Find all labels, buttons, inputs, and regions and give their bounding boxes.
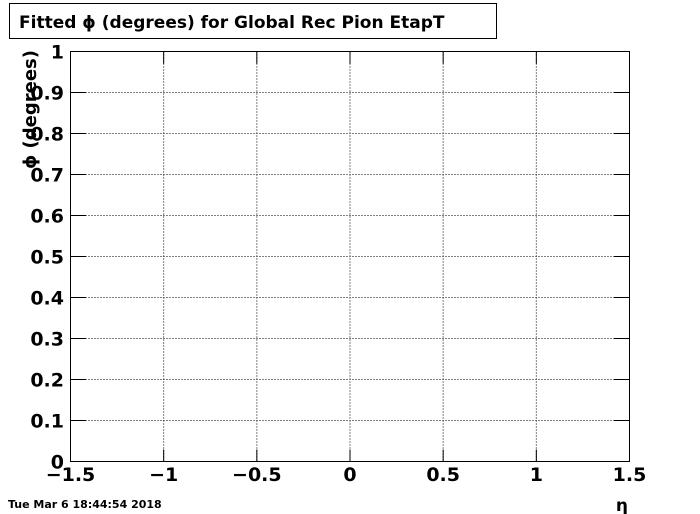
y-axis-label: ϕ (degrees) [20, 50, 41, 169]
x-tick-label: −1 [149, 464, 178, 486]
title-box [9, 3, 497, 39]
y-tick-label: 0.3 [30, 329, 64, 351]
y-tick-label: 0.1 [30, 411, 64, 433]
x-tick-label: 0 [343, 464, 356, 486]
x-tick-label: 0.5 [426, 464, 460, 486]
x-tick-label: 1 [530, 464, 543, 486]
chart-title: Fitted ϕ (degrees) for Global Rec Pion E… [19, 13, 445, 33]
x-tick-label: −0.5 [232, 464, 282, 486]
y-tick-label: 0.7 [30, 165, 64, 187]
x-tick-label: 1.5 [613, 464, 647, 486]
y-tick-label: 1 [51, 42, 64, 64]
y-tick-label: 0.9 [30, 83, 64, 105]
y-tick-label: 0.6 [30, 206, 64, 228]
y-tick-label: 0.5 [30, 247, 64, 269]
y-tick-label: 0 [51, 452, 64, 474]
x-axis-label: η [616, 496, 628, 514]
x-tick-label: −1.5 [46, 464, 96, 486]
y-tick-label: 0.4 [30, 288, 64, 310]
y-tick-label: 0.8 [30, 124, 64, 146]
timestamp: Tue Mar 6 18:44:54 2018 [8, 498, 162, 511]
y-tick-label: 0.2 [30, 370, 64, 392]
